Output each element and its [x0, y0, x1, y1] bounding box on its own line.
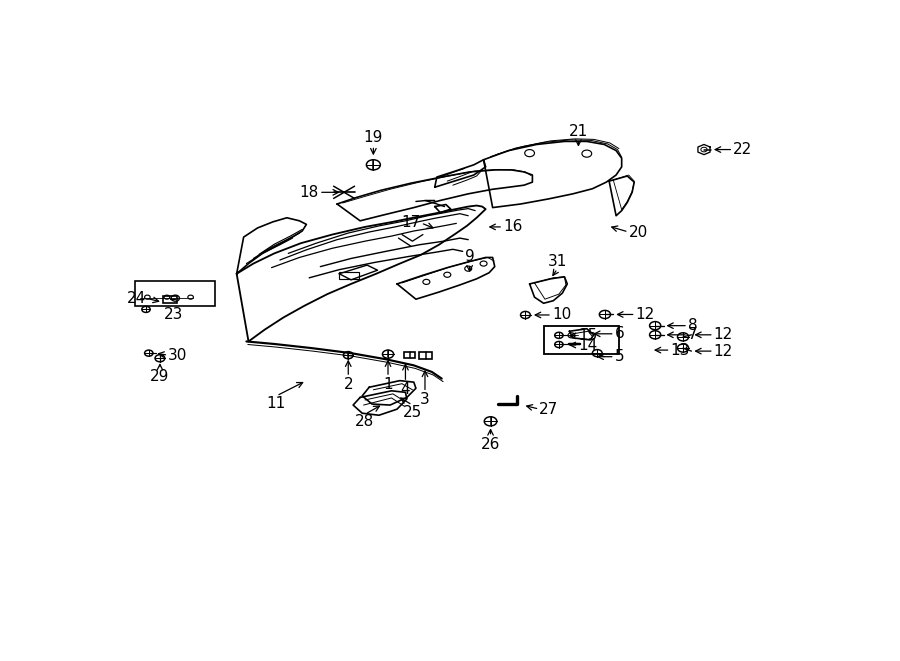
Bar: [339, 272, 359, 279]
Text: 15: 15: [579, 329, 598, 343]
Text: 10: 10: [552, 307, 572, 323]
Text: 11: 11: [266, 396, 286, 411]
Text: 26: 26: [481, 437, 500, 451]
Text: 6: 6: [615, 327, 625, 341]
Bar: [163, 295, 176, 303]
Text: 22: 22: [734, 142, 752, 157]
Text: 27: 27: [539, 402, 559, 416]
Text: 20: 20: [628, 225, 648, 239]
Bar: [544, 326, 619, 354]
Text: 29: 29: [150, 369, 169, 385]
Bar: [135, 282, 215, 306]
Text: 8: 8: [688, 318, 698, 333]
Text: 19: 19: [364, 130, 383, 145]
Text: 23: 23: [164, 307, 184, 322]
Text: 18: 18: [300, 185, 319, 200]
Text: 17: 17: [401, 215, 421, 230]
Text: 5: 5: [615, 349, 625, 364]
Text: 14: 14: [579, 338, 598, 352]
Text: 21: 21: [569, 124, 588, 139]
Text: 12: 12: [714, 344, 733, 359]
Text: 16: 16: [503, 219, 523, 235]
Text: 3: 3: [420, 393, 430, 407]
Bar: [404, 352, 415, 358]
Text: 25: 25: [403, 405, 422, 420]
Text: 28: 28: [356, 414, 374, 429]
Text: 7: 7: [688, 327, 698, 342]
Text: 1: 1: [383, 377, 392, 392]
Text: 31: 31: [548, 254, 567, 268]
Text: 4: 4: [400, 382, 410, 397]
Text: 30: 30: [168, 348, 188, 363]
Text: 2: 2: [344, 377, 353, 392]
Bar: [419, 352, 432, 360]
Text: 9: 9: [464, 249, 474, 264]
Text: 13: 13: [670, 342, 690, 358]
Text: 12: 12: [714, 327, 733, 342]
Text: 12: 12: [635, 307, 655, 322]
Text: 24: 24: [127, 291, 146, 305]
